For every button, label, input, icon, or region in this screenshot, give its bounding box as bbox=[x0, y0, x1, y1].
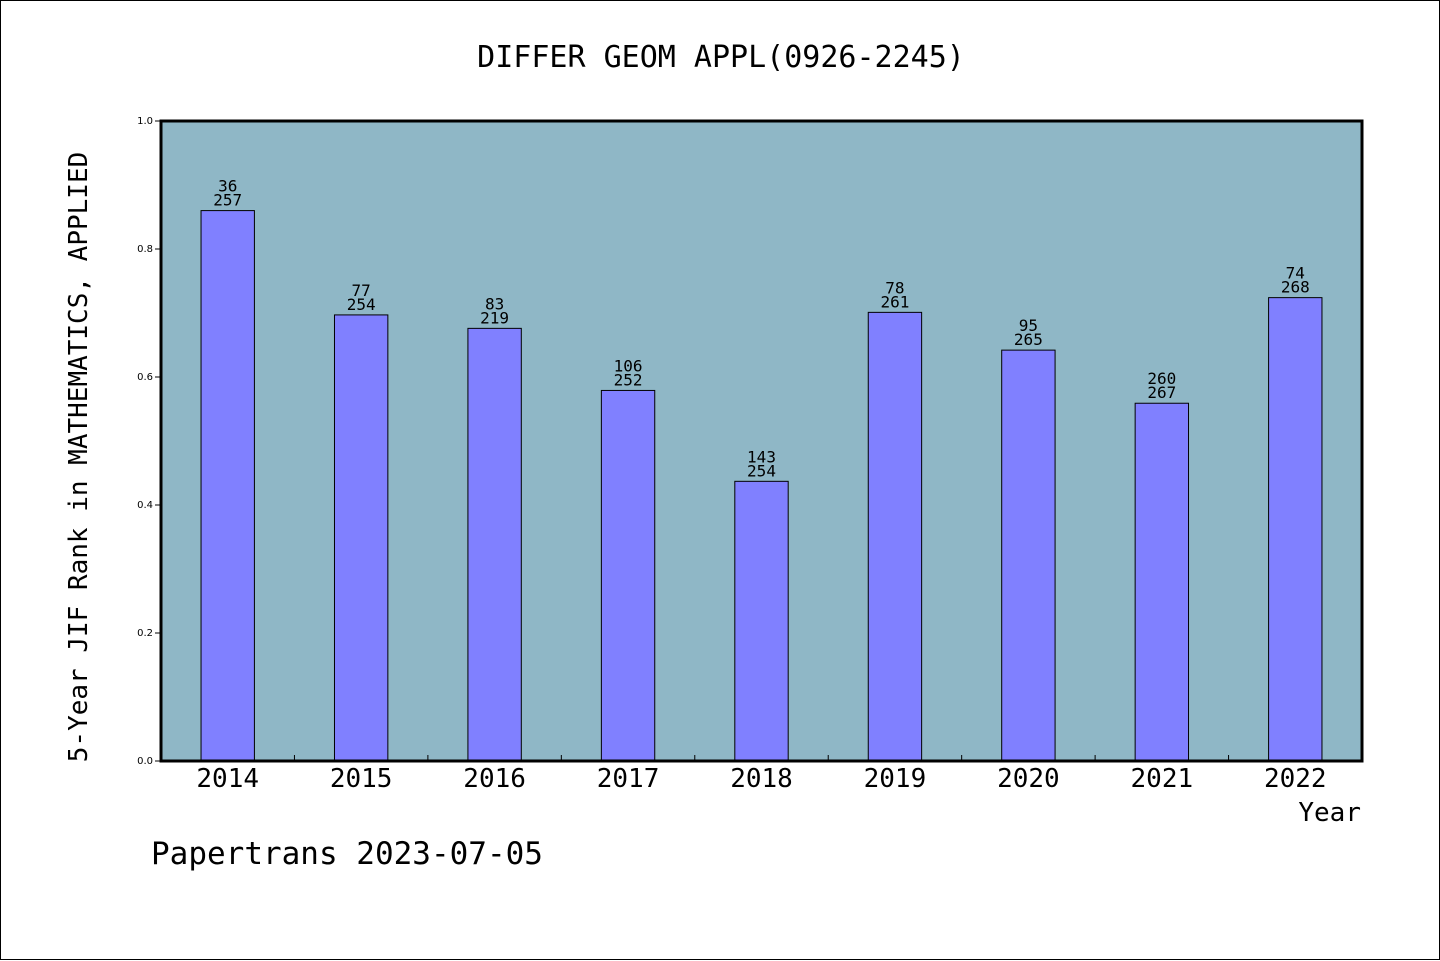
bar-rank-label: 74 bbox=[1286, 264, 1305, 283]
bar-total-label: 265 bbox=[1014, 330, 1043, 349]
bar-total-label: 254 bbox=[747, 461, 776, 480]
bar-rank-label: 95 bbox=[1019, 316, 1038, 335]
bar-total-label: 254 bbox=[347, 295, 376, 314]
footer-credit: Papertrans 2023-07-05 bbox=[151, 836, 543, 872]
y-tick-label: 0.6 bbox=[137, 372, 153, 383]
chart-title: DIFFER GEOM APPL(0926-2245) bbox=[477, 40, 965, 75]
y-tick-label: 0.8 bbox=[137, 244, 153, 255]
bar-2014 bbox=[200, 210, 255, 762]
x-tick-label: 2014 bbox=[196, 764, 259, 794]
bar-2022 bbox=[1268, 297, 1323, 762]
y-tick-label: 0.2 bbox=[137, 628, 153, 639]
x-tick-label: 2022 bbox=[1264, 764, 1327, 794]
bar-total-label: 261 bbox=[880, 292, 909, 311]
bars-group bbox=[200, 210, 1323, 762]
bar-2019 bbox=[867, 311, 923, 762]
bar-rank-label: 78 bbox=[885, 278, 904, 297]
bar-2018 bbox=[734, 480, 789, 762]
bar-total-label: 252 bbox=[614, 370, 643, 389]
y-tick-label: 0.4 bbox=[137, 500, 153, 511]
y-tick-label: 1.0 bbox=[137, 116, 153, 127]
bar-total-label: 268 bbox=[1281, 278, 1310, 297]
bar-2016 bbox=[467, 327, 522, 762]
bar-rank-label: 143 bbox=[747, 447, 776, 466]
bar-2020 bbox=[1001, 349, 1056, 762]
x-tick-label: 2018 bbox=[730, 764, 793, 794]
bar-2017 bbox=[600, 389, 656, 762]
plot-border bbox=[159, 119, 1364, 763]
bar-2021 bbox=[1134, 402, 1190, 762]
x-tick-label: 2016 bbox=[463, 764, 526, 794]
x-tick-label: 2019 bbox=[864, 764, 927, 794]
bar-total-label: 219 bbox=[480, 308, 509, 327]
bar-2015 bbox=[333, 314, 389, 762]
x-tick-label: 2017 bbox=[597, 764, 660, 794]
y-tick-label: 0.0 bbox=[137, 756, 153, 767]
bar-total-label: 267 bbox=[1147, 383, 1176, 402]
bar-rank-label: 83 bbox=[485, 294, 504, 313]
x-axis: 2014 2015 2016 2017 2018 2019 2020 2021 2022 bbox=[196, 755, 1327, 794]
bar-rank-label: 36 bbox=[218, 177, 237, 196]
y-axis: 0.0 0.2 0.4 0.6 0.8 1.0 bbox=[137, 116, 161, 767]
bar-rank-label: 106 bbox=[614, 356, 643, 375]
x-axis-label: Year bbox=[1298, 798, 1361, 828]
x-tick-label: 2015 bbox=[330, 764, 393, 794]
x-tick-label: 2020 bbox=[997, 764, 1060, 794]
bar-rank-label: 260 bbox=[1147, 369, 1176, 388]
bar-rank-label: 77 bbox=[352, 281, 371, 300]
x-tick-label: 2021 bbox=[1131, 764, 1194, 794]
bar-total-label: 257 bbox=[213, 191, 242, 210]
y-axis-label: 5-Year JIF Rank in MATHEMATICS, APPLIED bbox=[64, 152, 94, 762]
